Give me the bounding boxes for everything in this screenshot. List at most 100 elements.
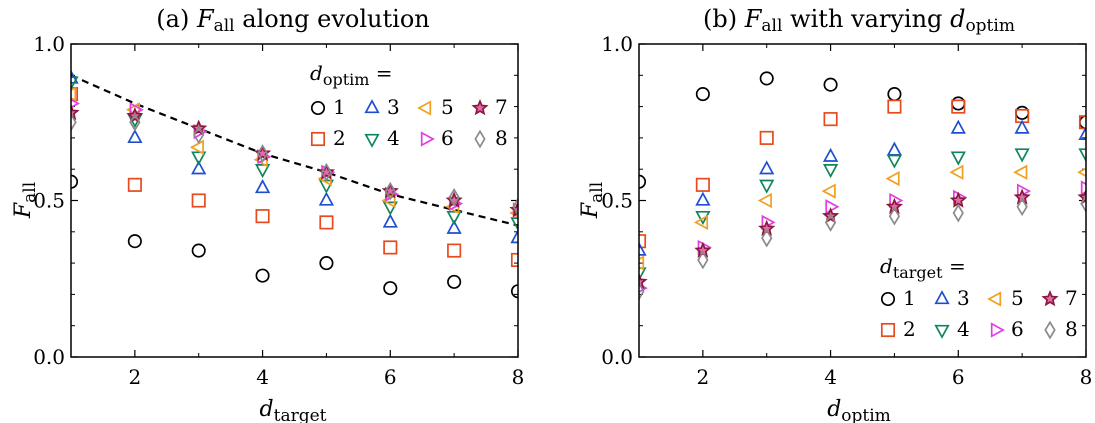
panel-b-legend-marker-8 [1044, 320, 1056, 340]
panel-b-axes-frame [638, 43, 1087, 358]
panel-b-ytick-label: 0.5 [601, 189, 633, 213]
panel-b-series-8-point [697, 250, 709, 270]
panel-b-legend-label-6: 6 [1011, 317, 1024, 341]
panel-b-legend-label-5: 5 [1011, 286, 1024, 310]
panel-a-legend-marker-3 [364, 99, 380, 114]
panel-b-series-2-point [1078, 115, 1086, 130]
panel-b-series-4-point [759, 179, 775, 194]
panel-b-series-8-point [761, 228, 773, 248]
panel-b-series-7-point [639, 272, 648, 290]
panel-b-legend-label-3: 3 [957, 286, 970, 310]
panel-b-legend-marker-1 [880, 291, 896, 307]
panel-b-series-4-point [1014, 148, 1030, 163]
panel-b-series-3-point [639, 241, 647, 256]
panel-a-series-8-point [448, 187, 460, 207]
panel-b-legend-marker-7 [1041, 289, 1059, 307]
panel-a-series-3-point [254, 179, 271, 194]
panel-a-series-8-point [320, 162, 333, 182]
panel-b-series-8-point [952, 203, 964, 223]
panel-a-dashed-curve [71, 74, 518, 227]
panel-a-series-1-point [127, 234, 142, 249]
panel-a-series-4-point [191, 151, 207, 166]
panel-b-series-4-point [822, 164, 839, 179]
panel-b-series-8-point [1080, 194, 1086, 214]
panel-b-legend-marker-6 [990, 322, 1005, 338]
panel-a-series-8-point [129, 112, 141, 132]
panel-b-ytick-label: 1.0 [601, 32, 633, 56]
panel-a-legend-marker-7 [471, 98, 489, 116]
panel-b-series-3-point [759, 160, 775, 175]
panel-b-series-3-point [950, 119, 966, 134]
panel-b-series-1-point [1015, 105, 1030, 120]
panel-b-ylabel: Fall [578, 182, 607, 219]
panel-a-series-3-point [446, 219, 462, 234]
panel-b-series-3-point [1078, 125, 1086, 140]
panel-b-xlabel: doptim [827, 397, 891, 423]
panel-b-series-4-point [886, 154, 903, 169]
panel-a-series-3-point [318, 191, 335, 206]
panel-a-series-1-point [191, 243, 206, 258]
panel-a-xtick-label: 4 [256, 365, 269, 389]
panel-b-xtick-label: 6 [952, 365, 965, 389]
panel-a-series-2-point [255, 209, 270, 224]
panel-a-series-7-point [317, 163, 335, 180]
panel-a-series-8-point [384, 181, 396, 201]
panel-a-legend-marker-8 [474, 129, 486, 149]
panel-a-series-1-point [255, 268, 270, 283]
panel-a-xtick-label: 8 [512, 365, 525, 389]
panel-b-legend-label-2: 2 [903, 317, 916, 341]
panel-b-series-4-point [950, 151, 966, 166]
panel-a-series-6-point [71, 98, 80, 109]
panel-b-series-5-point [757, 192, 772, 209]
panel-b-legend-title: dtarget = [880, 254, 966, 282]
panel-b-series-5-point [949, 164, 964, 180]
panel-a-series-4-point [510, 217, 518, 232]
panel-a-legend-marker-2 [310, 131, 326, 147]
panel-b-xtick-label: 8 [1080, 365, 1093, 389]
panel-b-series-4-point [1078, 148, 1086, 163]
panel-b-series-1-point [887, 87, 902, 102]
panel-b-series-6-point [1080, 180, 1086, 196]
panel-b-xtick-label: 2 [696, 365, 709, 389]
panel-a-legend-label-2: 2 [333, 126, 346, 150]
panel-b-series-5-point [821, 183, 836, 199]
panel-a-xtick-label: 6 [384, 365, 397, 389]
panel-a-ytick-label: 0.0 [33, 345, 65, 369]
panel-b-series-2-point [951, 99, 966, 114]
panel-a-xtick-label: 2 [128, 365, 141, 389]
panel-b-series-2-point [639, 234, 647, 249]
panel-b-series-1-point [759, 71, 774, 86]
panel-a-series-3-point [127, 129, 143, 144]
panel-a-series-7-point [381, 182, 399, 199]
panel-b-title: (b) Fall with varying doptim [703, 5, 1015, 36]
panel-a-legend-label-7: 7 [495, 95, 508, 119]
panel-b-series-1-point [823, 77, 838, 92]
panel-b-series-3-point [822, 147, 839, 162]
panel-a-legend-title: doptim = [310, 61, 393, 89]
panel-a-series-4-point [446, 210, 462, 226]
panel-a-ytick-label: 0.5 [33, 189, 65, 213]
panel-b-series-3-point [1014, 119, 1030, 134]
panel-a-series-8-point [71, 112, 77, 132]
panel-b-series-3-point [695, 191, 711, 206]
panel-a-series-1-point [447, 274, 462, 289]
panel-a-legend: doptim = 1 2 3 4 5 6 7 8 [310, 61, 508, 150]
panel-a-series-3-point [382, 213, 398, 228]
panel-a-title: (a) Fall along evolution [156, 5, 429, 36]
panel-a-legend-marker-4 [364, 133, 380, 148]
panel-b-series-2-point [823, 112, 838, 127]
panel-b: (b) Fall with varying doptim doptim Fall… [578, 5, 1093, 423]
panel-b-series-8-point [824, 213, 837, 232]
panel-b-series-8-point [1016, 197, 1028, 217]
panel-a-legend-label-4: 4 [387, 126, 400, 150]
panel-a-legend-marker-6 [420, 131, 435, 147]
panel-a-series-7-point [71, 103, 80, 121]
panel-a-ylabel: Fall [11, 182, 40, 219]
panel-a-axes-frame [70, 43, 519, 358]
panel-a-series-8-point [512, 197, 518, 217]
panel-b-legend-label-8: 8 [1065, 317, 1078, 341]
panel-b-legend-label-4: 4 [957, 317, 970, 341]
panel-a-series-2-point [191, 193, 206, 208]
panel-a-series-8-point [256, 144, 269, 163]
panel-b-series-8-point [639, 281, 645, 301]
